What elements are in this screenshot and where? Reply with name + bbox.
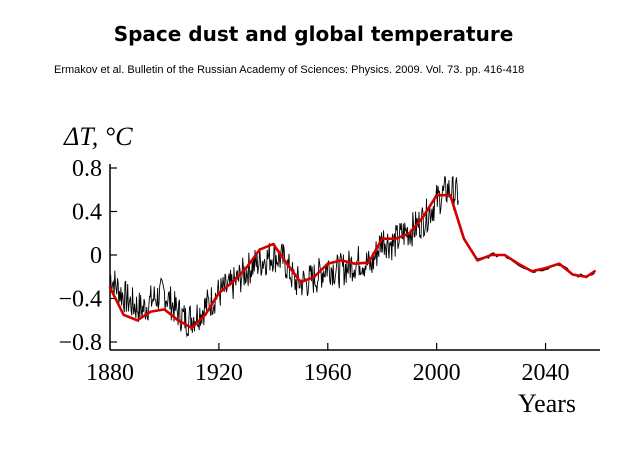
y-tick-label: −0.8 — [58, 330, 102, 356]
y-tick-label: 0 — [90, 243, 102, 269]
model-series-line — [108, 193, 596, 330]
x-tick-label: 1880 — [86, 360, 134, 386]
x-ticks: 1880 1920 1960 2000 2040 — [86, 343, 570, 386]
chart-subtitle: Ermakov et al. Bulletin of the Russian A… — [54, 64, 525, 76]
y-tick-label: 0.4 — [72, 200, 102, 226]
y-tick-label: −0.4 — [58, 287, 102, 313]
chart-title: Space dust and global temperature — [113, 22, 514, 46]
observed-series-line — [109, 175, 459, 338]
x-axis-label: Years — [518, 389, 576, 418]
x-tick-label: 2000 — [413, 360, 461, 386]
y-tick-label: 0.8 — [72, 156, 102, 182]
plot-area — [108, 175, 596, 338]
y-axis-label: ΔT, °C — [63, 122, 133, 151]
x-tick-label: 1960 — [304, 360, 352, 386]
x-tick-label: 2040 — [522, 360, 570, 386]
axes — [109, 164, 600, 351]
x-tick-label: 1920 — [195, 360, 243, 386]
y-ticks: 0.8 0.4 0 −0.4 −0.8 — [58, 156, 117, 356]
